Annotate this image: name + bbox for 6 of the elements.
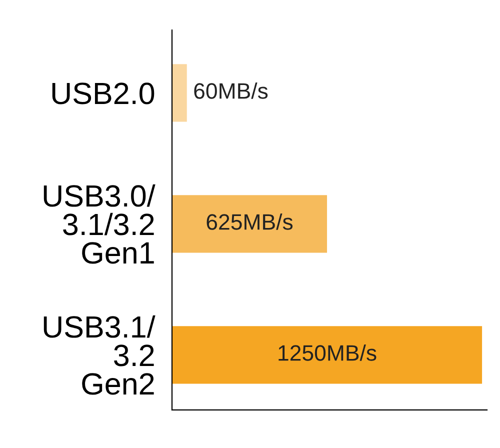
y-tick-label: USB3.1/ 3.2 Gen2 [44,315,156,395]
data-label: 1250MB/s [278,344,376,361]
data-label: 625MB/s [206,214,293,230]
y-tick-label: USB2.0 [52,82,154,104]
y-tick-label: USB3.0/ 3.1/3.2 Gen1 [44,184,156,264]
data-label: 60MB/s [194,82,268,99]
